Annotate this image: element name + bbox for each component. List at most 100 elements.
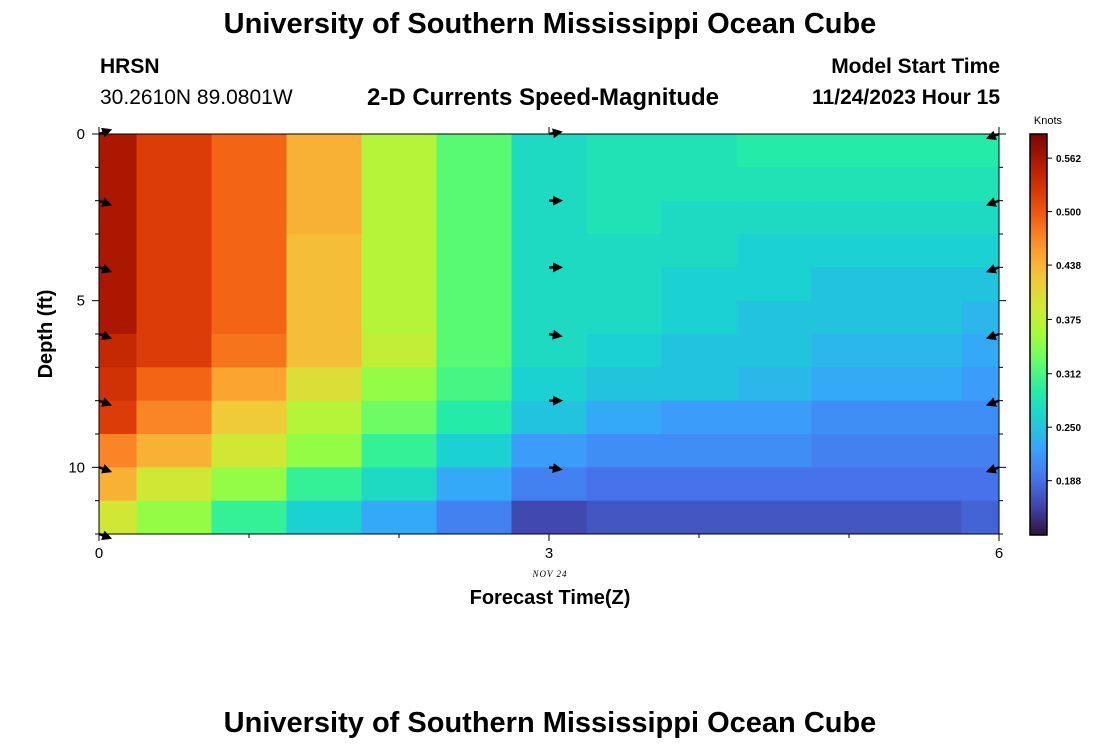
x-axis-title: Forecast Time(Z): [470, 587, 631, 609]
heatmap-cell: [811, 434, 887, 468]
heatmap-cell: [436, 467, 512, 502]
heatmap-cell: [961, 167, 1000, 202]
colorbar-tick-label: 0.375: [1056, 315, 1081, 326]
heatmap-cell: [361, 234, 437, 268]
heatmap-cell: [586, 167, 662, 202]
heatmap-cell: [511, 400, 587, 435]
colorbar-ticks: 0.562 0.500 0.438 0.375 0.312 0.250 0.188: [1047, 154, 1081, 488]
heatmap-cell: [286, 400, 362, 435]
heatmap-cell: [99, 367, 137, 402]
axes: 0 3 6 0 5 10: [68, 126, 1006, 562]
heatmap-cell: [211, 334, 287, 368]
heatmap-cell: [886, 467, 962, 502]
heatmap-cell: [811, 367, 887, 402]
heatmap-cell: [361, 267, 437, 302]
y-tick-label: 5: [77, 293, 85, 310]
heatmap-cell: [811, 500, 887, 535]
heatmap-cell: [586, 134, 662, 168]
colorbar-tick-label: 0.438: [1056, 261, 1081, 272]
heatmap-cell: [361, 334, 437, 368]
heatmap-cell: [511, 334, 587, 368]
heatmap-cell: [211, 200, 287, 235]
heatmap-cell: [811, 134, 887, 168]
heatmap-cell: [886, 434, 962, 468]
x-tick-label: 3: [545, 545, 553, 562]
heatmap-cell: [586, 434, 662, 468]
heatmap-cell: [961, 134, 1000, 168]
heatmap-cell: [211, 134, 287, 168]
heatmap-cell: [811, 467, 887, 502]
heatmap-cell: [286, 434, 362, 468]
heatmap-cell: [286, 300, 362, 335]
heatmap-cell: [736, 400, 812, 435]
colorbar-gradient: [1029, 133, 1048, 536]
heatmap-cell: [361, 200, 437, 235]
heatmap-cell: [886, 167, 962, 202]
current-vector-arrow: [548, 463, 563, 473]
heatmap-cell: [436, 200, 512, 235]
heatmap-cell: [586, 500, 662, 535]
heatmap-cell: [661, 134, 737, 168]
current-vector-arrow: [985, 330, 1000, 341]
heatmap-cell: [961, 434, 1000, 468]
heatmap-cell: [211, 167, 287, 202]
heatmap-cell: [586, 300, 662, 335]
heatmap-cell: [436, 134, 512, 168]
heatmap-cell: [136, 200, 212, 235]
heatmap-cell: [136, 367, 212, 402]
heatmap-cell: [961, 367, 1000, 402]
heatmap-cell: [511, 267, 587, 302]
heatmap-cell: [286, 200, 362, 235]
heatmap-cell: [811, 334, 887, 368]
heatmap-cell: [586, 400, 662, 435]
current-vector-arrow: [98, 530, 113, 541]
chart-subtitle: 2-D Currents Speed-Magnitude: [367, 84, 720, 111]
heatmap-cell: [436, 300, 512, 335]
heatmap-cell: [961, 467, 1000, 502]
heatmap-cell: [436, 500, 512, 535]
x-tick-label: 6: [995, 545, 1003, 562]
heatmap-cell: [736, 434, 812, 468]
heatmap-cell: [886, 200, 962, 235]
page-title: University of Southern Mississippi Ocean…: [223, 8, 877, 40]
heatmap-cell: [886, 300, 962, 335]
heatmap-cell: [99, 434, 137, 468]
current-vector-arrow: [548, 329, 563, 340]
heatmap-cell: [436, 434, 512, 468]
footer-title: University of Southern Mississippi Ocean…: [223, 707, 877, 739]
heatmap-cell: [361, 367, 437, 402]
heatmap-cell: [99, 234, 137, 268]
heatmap-cell: [361, 434, 437, 468]
heatmap-cell: [99, 334, 137, 368]
heatmap-cell: [661, 300, 737, 335]
current-vector-arrow: [98, 330, 113, 341]
heatmap-cell: [736, 367, 812, 402]
heatmap-cell: [136, 134, 212, 168]
heatmap-cell: [361, 500, 437, 535]
heatmap-cell: [99, 500, 137, 535]
heatmap-cell: [99, 267, 137, 302]
heatmap-cell: [661, 200, 737, 235]
model-start-value: 11/24/2023 Hour 15: [812, 86, 1000, 109]
heatmap-cell: [136, 334, 212, 368]
current-vector-arrow: [985, 197, 1000, 207]
heatmap-cell: [361, 134, 437, 168]
heatmap-cell: [511, 234, 587, 268]
heatmap-cell: [961, 267, 1000, 302]
heatmap-cell: [811, 167, 887, 202]
heatmap-cell: [961, 200, 1000, 235]
heatmap-cell: [736, 300, 812, 335]
y-tick-label: 0: [77, 126, 85, 143]
heatmap-cell: [211, 500, 287, 535]
heatmap-cell: [886, 134, 962, 168]
heatmap-cell: [136, 500, 212, 535]
heatmap-cell: [961, 300, 1000, 335]
heatmap-cell: [511, 467, 587, 502]
heatmap-cell: [211, 467, 287, 502]
heatmap-cell: [661, 467, 737, 502]
heatmap-cell: [811, 200, 887, 235]
heatmap-cell: [961, 234, 1000, 268]
current-vector-arrow: [985, 264, 1000, 274]
heatmap-cell: [99, 300, 137, 335]
heatmap-cell: [886, 234, 962, 268]
